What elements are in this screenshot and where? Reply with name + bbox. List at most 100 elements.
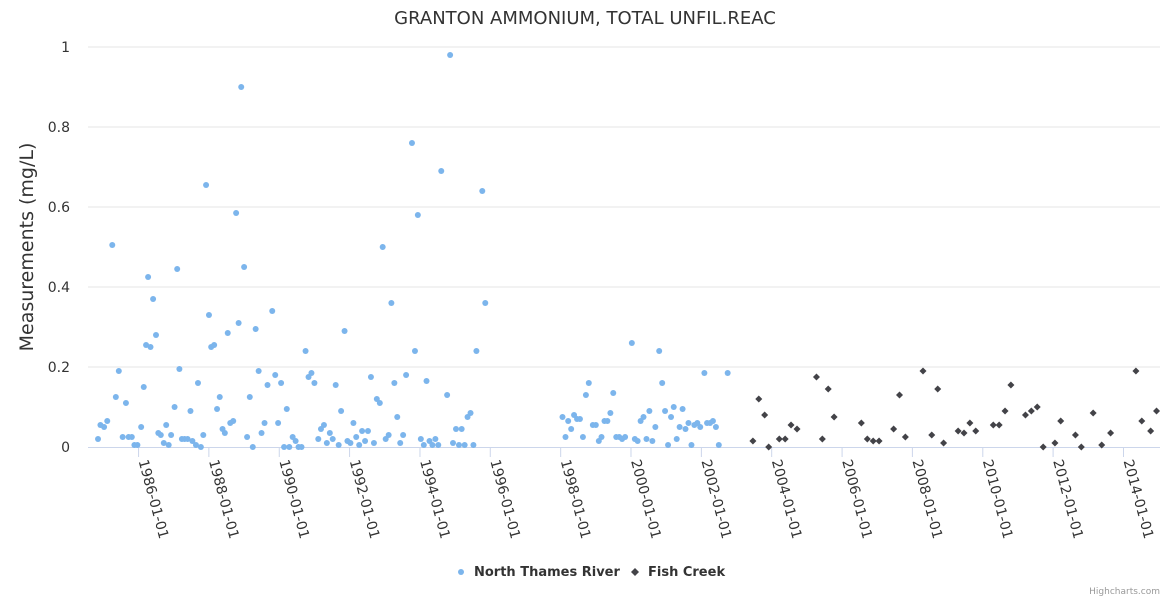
data-point[interactable]: [184, 436, 191, 442]
data-point[interactable]: [168, 432, 175, 438]
data-point[interactable]: [147, 344, 154, 350]
data-point[interactable]: [367, 374, 374, 380]
data-point[interactable]: [160, 440, 167, 446]
data-point[interactable]: [252, 326, 259, 332]
data-point[interactable]: [176, 366, 183, 372]
data-point[interactable]: [793, 425, 801, 433]
data-point[interactable]: [261, 420, 268, 426]
data-point[interactable]: [1147, 427, 1155, 435]
data-point[interactable]: [356, 442, 363, 448]
data-point[interactable]: [341, 328, 348, 334]
data-point[interactable]: [235, 320, 242, 326]
data-point[interactable]: [562, 434, 569, 440]
data-point[interactable]: [338, 408, 345, 414]
data-point[interactable]: [473, 348, 480, 354]
data-point[interactable]: [275, 420, 282, 426]
data-point[interactable]: [875, 437, 883, 445]
data-point[interactable]: [685, 420, 692, 426]
data-point[interactable]: [391, 380, 398, 386]
data-point[interactable]: [283, 406, 290, 412]
data-point[interactable]: [315, 436, 322, 442]
data-point[interactable]: [138, 424, 145, 430]
data-point[interactable]: [230, 418, 237, 424]
data-point[interactable]: [679, 406, 686, 412]
data-point[interactable]: [461, 442, 468, 448]
data-point[interactable]: [95, 436, 102, 442]
data-point[interactable]: [665, 442, 672, 448]
data-point[interactable]: [264, 382, 271, 388]
data-point[interactable]: [388, 300, 395, 306]
data-point[interactable]: [1057, 417, 1065, 425]
data-point[interactable]: [292, 438, 299, 444]
data-point[interactable]: [1098, 441, 1106, 449]
data-point[interactable]: [1027, 407, 1035, 415]
legend-item-north-thames-river[interactable]: North Thames River: [458, 565, 620, 580]
data-point[interactable]: [458, 426, 465, 432]
data-point[interactable]: [221, 430, 228, 436]
data-point[interactable]: [174, 266, 181, 272]
data-point[interactable]: [863, 435, 871, 443]
data-point[interactable]: [420, 442, 427, 448]
data-point[interactable]: [585, 380, 592, 386]
data-point[interactable]: [281, 444, 288, 450]
data-point[interactable]: [972, 427, 980, 435]
data-point[interactable]: [634, 438, 641, 444]
data-point[interactable]: [370, 440, 377, 446]
data-point[interactable]: [928, 431, 936, 439]
credits-link[interactable]: Highcharts.com: [1089, 587, 1160, 597]
data-point[interactable]: [364, 428, 371, 434]
data-point[interactable]: [216, 394, 223, 400]
data-point[interactable]: [109, 242, 116, 248]
data-point[interactable]: [812, 373, 820, 381]
data-point[interactable]: [145, 274, 152, 280]
data-point[interactable]: [761, 411, 769, 419]
data-point[interactable]: [1107, 429, 1115, 437]
data-point[interactable]: [668, 414, 675, 420]
data-point[interactable]: [329, 436, 336, 442]
data-point[interactable]: [673, 436, 680, 442]
data-point[interactable]: [163, 422, 170, 428]
data-point[interactable]: [559, 414, 566, 420]
data-point[interactable]: [353, 434, 360, 440]
data-point[interactable]: [1007, 381, 1015, 389]
data-point[interactable]: [656, 348, 663, 354]
data-point[interactable]: [350, 420, 357, 426]
data-point[interactable]: [1077, 443, 1085, 451]
data-point[interactable]: [1051, 439, 1059, 447]
data-point[interactable]: [682, 426, 689, 432]
data-point[interactable]: [755, 395, 763, 403]
data-point[interactable]: [258, 430, 265, 436]
data-point[interactable]: [197, 444, 204, 450]
data-point[interactable]: [901, 433, 909, 441]
data-point[interactable]: [670, 404, 677, 410]
data-point[interactable]: [189, 438, 196, 444]
data-point[interactable]: [604, 418, 611, 424]
data-point[interactable]: [467, 410, 474, 416]
data-point[interactable]: [359, 428, 366, 434]
data-point[interactable]: [697, 424, 704, 430]
data-point[interactable]: [749, 437, 757, 445]
data-point[interactable]: [960, 429, 968, 437]
data-point[interactable]: [205, 312, 212, 318]
data-point[interactable]: [438, 168, 445, 174]
data-point[interactable]: [662, 408, 669, 414]
data-point[interactable]: [659, 380, 666, 386]
data-point[interactable]: [940, 439, 948, 447]
data-point[interactable]: [444, 392, 451, 398]
data-point[interactable]: [269, 308, 276, 314]
data-point[interactable]: [429, 442, 436, 448]
data-point[interactable]: [1089, 409, 1097, 417]
data-point[interactable]: [417, 436, 424, 442]
data-point[interactable]: [211, 342, 218, 348]
data-point[interactable]: [165, 442, 172, 448]
data-point[interactable]: [187, 408, 194, 414]
data-point[interactable]: [565, 418, 572, 424]
data-point[interactable]: [482, 300, 489, 306]
data-point[interactable]: [592, 422, 599, 428]
data-point[interactable]: [1138, 417, 1146, 425]
data-point[interactable]: [857, 419, 865, 427]
data-point[interactable]: [652, 424, 659, 430]
data-point[interactable]: [192, 442, 199, 448]
data-point[interactable]: [311, 380, 318, 386]
data-point[interactable]: [643, 436, 650, 442]
